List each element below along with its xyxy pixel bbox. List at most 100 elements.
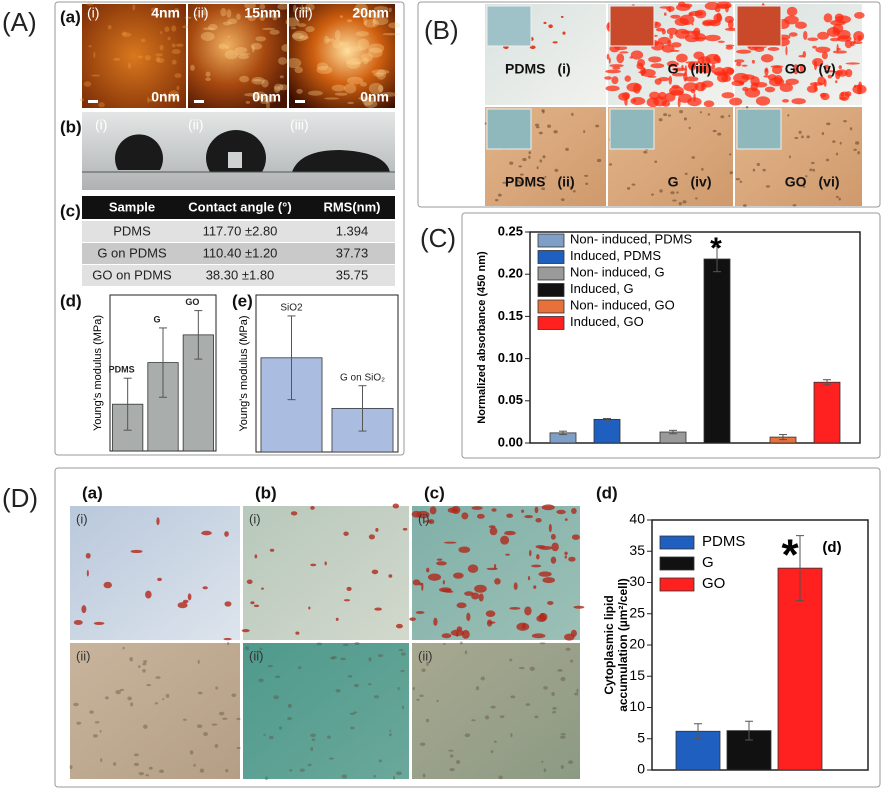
bar: [703, 258, 731, 444]
texture: [670, 14, 681, 19]
texture: [104, 696, 109, 700]
texture: [743, 204, 747, 207]
texture: [347, 101, 355, 105]
legend-label: Non- induced, G: [570, 264, 665, 279]
texture: [552, 41, 558, 44]
texture: [378, 759, 382, 763]
texture: [171, 59, 177, 65]
table-header-cell: RMS(nm): [323, 199, 380, 214]
legend-label: Non- induced, PDMS: [570, 231, 692, 246]
texture: [438, 587, 452, 593]
texture: [371, 569, 379, 575]
texture: [806, 85, 818, 93]
texture: [711, 69, 715, 73]
texture: [560, 733, 566, 736]
texture: [184, 16, 192, 19]
y-tick-label: 0.10: [498, 350, 523, 365]
texture: [564, 555, 567, 559]
y-axis-label: Young's modulus (MPa): [92, 315, 104, 431]
texture: [155, 53, 163, 57]
texture: [143, 724, 148, 729]
texture: [368, 43, 385, 53]
image-label: G: [668, 174, 679, 190]
texture: [763, 75, 770, 78]
texture: [824, 70, 837, 73]
sub-label: (d): [596, 483, 618, 502]
texture: [395, 623, 403, 629]
texture: [721, 92, 735, 99]
texture: [498, 775, 503, 780]
texture: [564, 633, 575, 641]
texture: [218, 711, 225, 716]
texture: [355, 31, 369, 37]
water-drop: [115, 134, 163, 170]
texture: [339, 15, 343, 19]
sub-label: (b): [60, 117, 82, 136]
legend-swatch: [659, 556, 695, 571]
texture: [332, 39, 344, 49]
texture: [374, 607, 382, 611]
texture: [342, 643, 349, 647]
texture: [214, 743, 219, 748]
texture: [324, 97, 340, 100]
texture: [258, 95, 261, 99]
texture: [838, 65, 842, 70]
table-header-cell: Contact angle (°): [188, 199, 291, 214]
drop-highlight: [228, 152, 242, 168]
texture: [227, 641, 230, 646]
texture: [208, 23, 218, 31]
texture: [343, 599, 351, 602]
texture: [419, 742, 426, 746]
texture: [564, 551, 568, 556]
texture: [836, 43, 839, 53]
texture: [844, 39, 853, 49]
table-cell: GO on PDMS: [92, 267, 172, 282]
texture: [292, 32, 304, 39]
texture: [436, 699, 439, 703]
texture: [817, 76, 826, 86]
texture: [278, 84, 289, 91]
texture: [424, 520, 433, 523]
texture: [788, 32, 798, 37]
texture: [293, 4, 297, 13]
texture: [335, 688, 341, 693]
texture: [785, 46, 788, 56]
texture: [542, 155, 546, 159]
y-tick-label: 5: [637, 729, 645, 745]
annotation: (d): [822, 539, 841, 556]
texture: [130, 702, 134, 707]
texture: [254, 91, 267, 101]
texture: [657, 36, 671, 45]
texture: [683, 117, 688, 121]
texture: [525, 703, 531, 706]
texture: [353, 683, 360, 688]
texture: [569, 186, 573, 189]
texture: [751, 59, 755, 64]
texture: [853, 148, 857, 151]
texture: [490, 750, 494, 754]
texture: [658, 77, 670, 82]
texture: [278, 57, 288, 65]
inset: [486, 108, 532, 150]
texture: [222, 21, 232, 26]
texture: [535, 518, 542, 523]
texture: [174, 73, 182, 78]
texture: [678, 93, 692, 103]
texture: [702, 19, 718, 26]
texture: [419, 694, 424, 698]
texture: [560, 15, 564, 18]
texture: [316, 65, 333, 75]
legend-swatch: [537, 283, 565, 297]
texture: [290, 26, 297, 30]
texture: [611, 76, 619, 85]
texture: [770, 65, 784, 68]
texture: [372, 17, 376, 27]
panel-frame: [54, 1, 405, 456]
texture: [155, 676, 161, 679]
texture: [100, 758, 103, 763]
texture: [436, 558, 443, 561]
texture: [346, 19, 353, 23]
texture: [556, 509, 566, 515]
texture: [767, 47, 780, 51]
y-tick-label: 0.15: [498, 308, 523, 323]
